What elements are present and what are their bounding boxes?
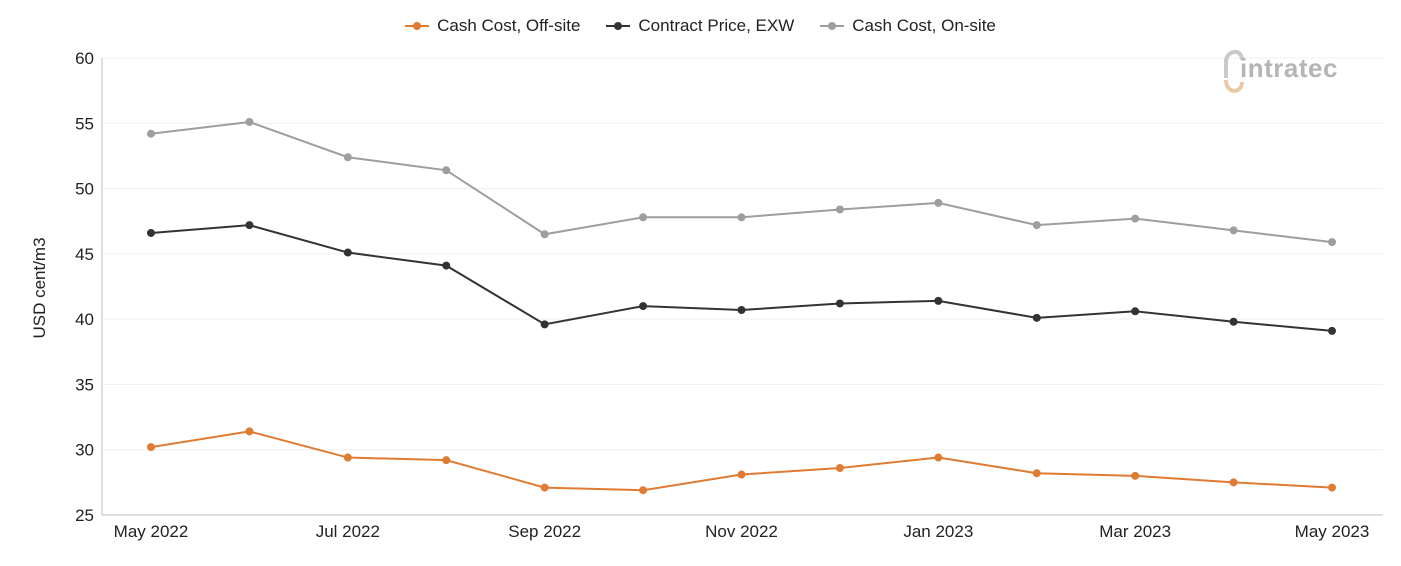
y-tick-label: 35 (75, 375, 94, 394)
legend-swatch-contract (606, 20, 631, 32)
data-point (835, 299, 844, 308)
y-tick-label: 55 (75, 114, 94, 133)
y-tick-label: 40 (75, 310, 94, 329)
x-tick-label: Sep 2022 (508, 522, 581, 541)
x-tick-label: Nov 2022 (705, 522, 778, 541)
x-tick-label: Jan 2023 (903, 522, 973, 541)
data-point (639, 486, 648, 495)
legend-item-cash-cost-off-site[interactable]: Cash Cost, Off-site (405, 16, 580, 36)
data-point (1328, 483, 1336, 492)
series-line-1 (150, 224, 1333, 332)
data-point (1032, 469, 1041, 478)
data-point (245, 117, 254, 126)
data-point (639, 213, 648, 222)
legend-label: Cash Cost, On-site (852, 16, 996, 35)
data-point (737, 213, 746, 222)
legend-swatch-off-site (405, 20, 430, 32)
data-point (1229, 478, 1238, 487)
data-point (1131, 471, 1140, 480)
intratec-logo: intratec (1220, 40, 1370, 98)
legend-label: Contract Price, EXW (638, 16, 795, 35)
series-line-2 (150, 120, 1333, 244)
x-tick-label: Mar 2023 (1099, 522, 1171, 541)
x-tick-label: May 2022 (114, 522, 189, 541)
y-tick-label: 50 (75, 180, 94, 199)
data-point (1229, 226, 1238, 235)
legend-item-cash-cost-on-site[interactable]: Cash Cost, On-site (820, 16, 996, 36)
legend-label: Cash Cost, Off-site (437, 16, 581, 35)
logo-text: intratec (1240, 53, 1338, 83)
series-line-0 (150, 430, 1333, 492)
x-tick-label: May 2023 (1295, 522, 1370, 541)
data-point (934, 198, 943, 207)
data-point (737, 470, 746, 479)
data-point (934, 453, 943, 462)
intratec-logo-icon (1224, 50, 1244, 93)
data-point (1032, 221, 1041, 230)
data-point (737, 306, 746, 315)
data-point (343, 248, 352, 257)
data-point (540, 320, 549, 329)
y-tick-label: 60 (75, 49, 94, 68)
data-point (1032, 313, 1041, 322)
data-point (442, 456, 451, 465)
data-point (245, 427, 254, 436)
data-point (540, 230, 549, 239)
x-tick-label: Jul 2022 (316, 522, 380, 541)
data-point (835, 205, 844, 214)
data-point (343, 453, 352, 462)
y-tick-label: 25 (75, 506, 94, 525)
data-point (245, 221, 254, 230)
data-point (343, 153, 352, 162)
data-point (442, 166, 451, 175)
data-point (1229, 317, 1238, 326)
legend-swatch-on-site (820, 20, 845, 32)
data-point (540, 483, 549, 492)
y-tick-label: 45 (75, 245, 94, 264)
data-point (1131, 307, 1140, 316)
data-point (1131, 214, 1140, 223)
y-tick-label: 30 (75, 441, 94, 460)
data-point (147, 129, 155, 138)
data-point (934, 296, 943, 305)
data-point (442, 261, 451, 270)
legend: Cash Cost, Off-site Contract Price, EXW … (0, 16, 1401, 36)
data-point (147, 443, 155, 452)
data-point (1328, 326, 1336, 335)
legend-item-contract-price[interactable]: Contract Price, EXW (606, 16, 794, 36)
data-point (1328, 238, 1336, 247)
data-point (147, 228, 155, 237)
data-point (835, 463, 844, 472)
y-axis-label: USD cent/m3 (30, 237, 49, 339)
data-point (639, 302, 648, 311)
